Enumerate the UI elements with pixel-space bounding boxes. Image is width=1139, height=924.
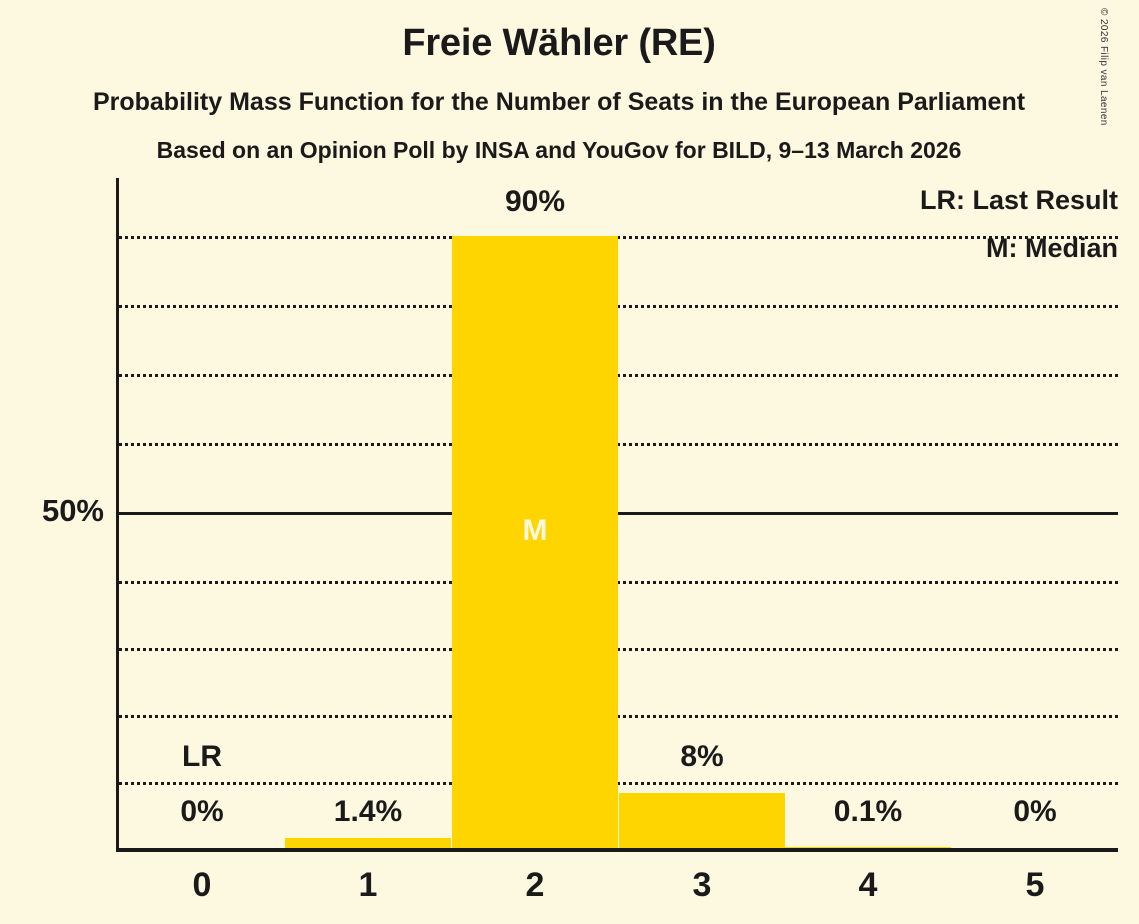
bar-value-label-2: 90% [504,185,566,218]
gridline-20 [119,715,1118,718]
gridline-10 [119,782,1118,785]
plot-area: M LR 0% 1.4% 90% 8% 0.1% 0% [116,178,1118,852]
chart-source-note: Based on an Opinion Poll by INSA and You… [156,137,962,163]
bar-2[interactable]: M [452,236,618,848]
x-axis-tick-label-3: 3 [692,866,712,904]
y-axis-tick-label-50: 50% [41,493,104,528]
page-title: Freie Wähler (RE) [402,22,716,64]
gridline-60 [119,443,1118,446]
bar-4[interactable] [785,847,951,848]
legend-item-last-result: LR: Last Result [919,185,1118,215]
gridline-70 [119,374,1118,377]
gridline-50 [119,512,1118,515]
x-axis-tick-label-2: 2 [525,866,545,904]
bar-value-label-3: 8% [680,740,724,773]
y-axis-line [116,178,119,848]
gridline-30 [119,648,1118,651]
copyright-notice: © 2026 Filip van Laenen [1098,8,1109,126]
x-axis-tick-label-0: 0 [192,866,212,904]
x-axis-tick-label-1: 1 [358,866,378,904]
bar-value-label-0: 0% [180,795,224,828]
x-axis-tick-label-4: 4 [858,866,878,904]
x-axis-line [116,848,1118,852]
x-axis-tick-label-5: 5 [1025,866,1045,904]
bar-1[interactable] [285,838,451,848]
median-marker: M [522,514,548,547]
bar-3[interactable] [619,793,785,848]
bar-value-label-1: 1.4% [333,795,403,828]
gridline-40 [119,581,1118,584]
chart-subtitle: Probability Mass Function for the Number… [92,88,1026,116]
last-result-marker: LR [182,740,222,773]
bar-value-label-5: 0% [1013,795,1057,828]
gridline-80 [119,305,1118,308]
gridline-90 [119,236,1118,239]
bar-value-label-4: 0.1% [833,795,903,828]
